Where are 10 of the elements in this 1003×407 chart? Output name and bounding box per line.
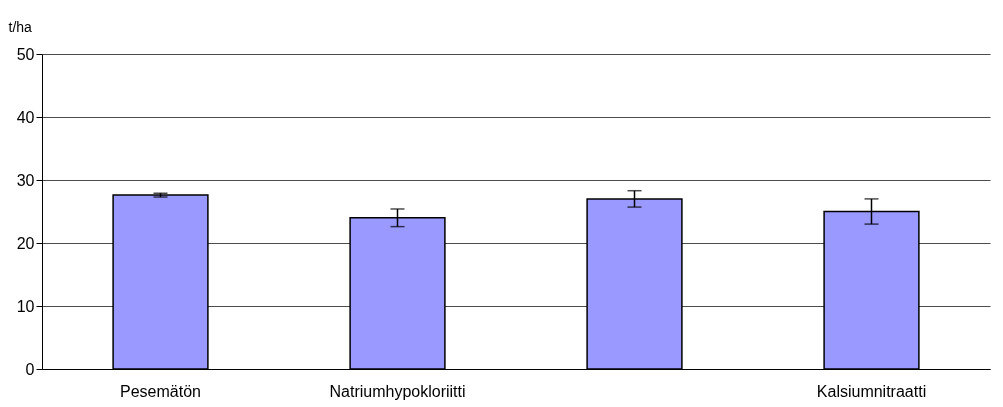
y-tick-label: 10 bbox=[16, 297, 35, 315]
x-tick-label: Pesemätön bbox=[120, 382, 201, 400]
y-tick-label: 40 bbox=[16, 108, 35, 126]
y-tick-label: 20 bbox=[16, 234, 35, 252]
y-tick-label: 50 bbox=[16, 45, 35, 63]
x-tick-label: Natriumhypokloriitti bbox=[329, 382, 466, 400]
y-axis-title: t/ha bbox=[8, 18, 33, 35]
x-tick-label: Kalsiumnitraatti bbox=[816, 382, 927, 400]
y-tick-label: 30 bbox=[16, 171, 35, 189]
y-tick-label: 0 bbox=[25, 360, 35, 378]
